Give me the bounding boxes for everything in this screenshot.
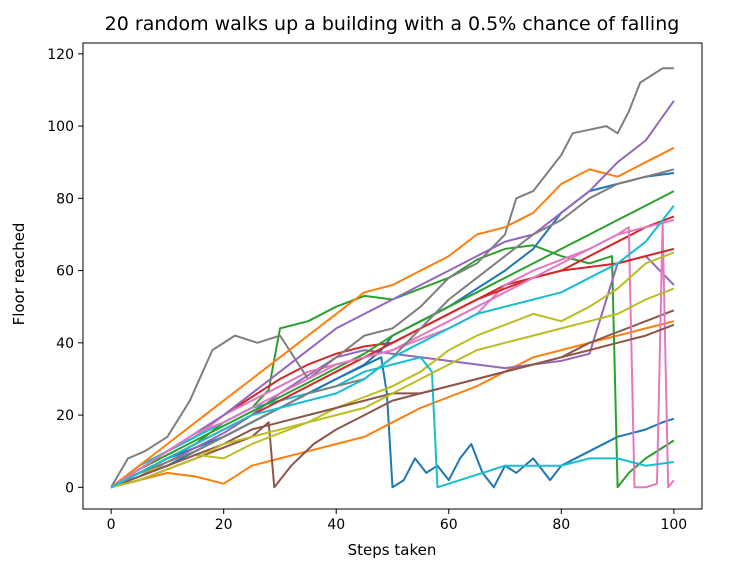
series-line-6 [110, 309, 675, 489]
chart-title: 20 random walks up a building with a 0.5… [105, 13, 680, 35]
series-line-9 [110, 251, 675, 489]
y-tick-label: 20 [56, 408, 74, 424]
y-tick-label: 80 [56, 191, 74, 207]
plot-frame [82, 42, 703, 510]
x-tick-label: 80 [552, 517, 570, 533]
series-line-10 [110, 356, 675, 489]
series-line-5 [110, 255, 675, 489]
series-line-8 [110, 67, 674, 488]
x-axis-label: Steps taken [348, 541, 437, 559]
x-tick-label: 60 [440, 517, 458, 533]
series-line-12 [110, 146, 675, 489]
y-tick-label: 100 [47, 119, 74, 135]
series-line-20 [110, 204, 675, 489]
series-layer [110, 67, 675, 489]
x-tick-label: 0 [107, 517, 116, 533]
series-line-15 [110, 100, 675, 489]
series-line-19 [110, 287, 675, 489]
y-tick-label: 40 [56, 336, 74, 352]
y-tick-label: 60 [56, 264, 74, 280]
series-line-2 [110, 320, 675, 489]
series-line-13 [110, 190, 675, 489]
x-tick-label: 20 [215, 517, 233, 533]
y-tick-label: 0 [65, 480, 74, 496]
series-line-17 [110, 219, 675, 489]
x-tick-label: 100 [660, 517, 687, 533]
ticks-layer: 0 20 40 60 80 100 0 20 40 60 80 100 120 [47, 47, 687, 533]
y-axis-label: Floor reached [10, 223, 28, 326]
y-tick-label: 120 [47, 47, 74, 63]
x-tick-label: 40 [327, 517, 345, 533]
